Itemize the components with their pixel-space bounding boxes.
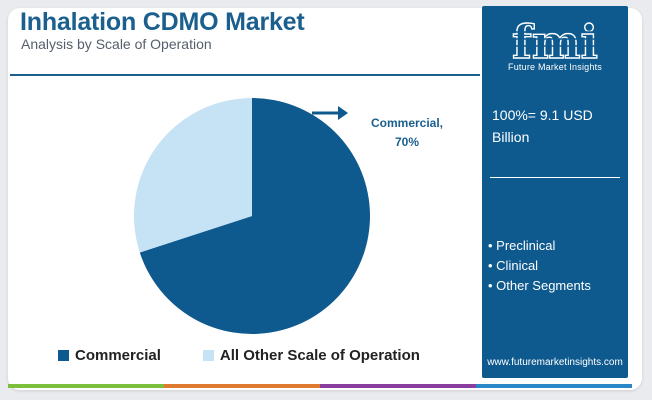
legend-label-commercial: Commercial [75, 346, 161, 364]
chart-title: Inhalation CDMO Market [20, 8, 305, 36]
pie-slice-all-other-scale-of-operation [133, 98, 252, 253]
fmi-logo: fmi [510, 14, 602, 70]
segment-item-preclinical: Preclinical [488, 236, 624, 256]
pie-data-label: Commercial, 70% [355, 114, 459, 152]
sidebar-panel [482, 6, 628, 378]
logo-wordmark: fmi [512, 15, 598, 69]
bottom-bar-segment-orange [164, 384, 320, 388]
chart-legend: Commercial All Other Scale of Operation [58, 345, 462, 365]
bottom-bar-segment-blue [476, 384, 632, 388]
pie-slice-commercial [139, 98, 370, 334]
bottom-bar-segment-green [8, 384, 164, 388]
logo-tagline: Future Market Insights [508, 62, 602, 72]
title-divider [10, 74, 480, 76]
legend-swatch-commercial [58, 349, 69, 361]
legend-item-commercial: Commercial [58, 347, 161, 364]
legend-swatch-other [202, 349, 214, 361]
logo-stripes [510, 31, 602, 47]
pie-data-label-category: Commercial, [370, 116, 444, 130]
sidebar-divider [490, 177, 620, 178]
segment-item-clinical: Clinical [488, 256, 624, 276]
pie-slices [133, 98, 370, 334]
segment-list: Preclinical Clinical Other Segments [488, 236, 624, 296]
segment-item-other: Other Segments [488, 276, 624, 296]
legend-label-other: All Other Scale of Operation [219, 346, 420, 364]
website-url[interactable]: www.futuremarketinsights.com [487, 357, 623, 368]
market-total: 100%= 9.1 USD Billion [492, 107, 593, 145]
arrow-right-icon [312, 106, 348, 120]
chart-subtitle: Analysis by Scale of Operation [21, 36, 212, 52]
legend-item-other: All Other Scale of Operation [202, 346, 420, 364]
bottom-bar-segment-purple [320, 384, 476, 388]
bottom-color-bar [8, 384, 632, 388]
pie-data-label-value: 70% [394, 135, 420, 149]
